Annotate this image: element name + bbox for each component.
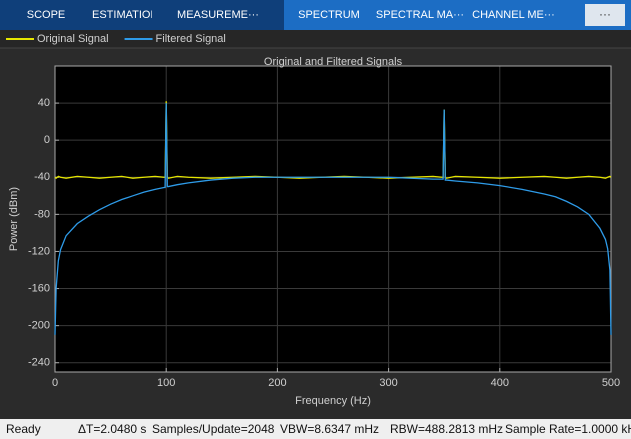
y-tick-label: -40 [34,171,50,183]
x-tick-label: 100 [157,377,175,389]
y-tick-label: -80 [34,208,50,220]
x-tick-label: 300 [379,377,397,389]
status-bar: Ready ΔT=2.0480 s Samples/Update=2048 VB… [0,419,631,439]
tab[interactable]: SPECTRAL MA··· [374,0,466,30]
y-tick-label: 0 [44,134,50,146]
tab[interactable]: MEASUREME··· [177,9,259,21]
x-tick-label: 200 [268,377,286,389]
more-button[interactable]: ··· [585,4,625,26]
chart-title: Original and Filtered Signals [264,56,403,68]
legend-bar [0,30,631,48]
plot-area [55,66,611,372]
tab[interactable]: ESTIMATION [92,9,152,21]
y-tick-label: -160 [28,282,50,294]
y-tick-label: -120 [28,245,50,257]
tab[interactable]: CHANNEL ME··· [466,0,561,30]
status-text: Samples/Update=2048 [152,422,275,436]
y-axis-label: Power (dBm) [8,187,20,251]
status-text: Ready [6,422,41,436]
y-tick-label: 40 [38,97,50,109]
series-line [54,103,612,335]
status-text: VBW=8.6347 mHz [280,422,380,436]
x-tick-label: 400 [491,377,509,389]
y-tick-label: -240 [28,357,50,369]
toolstrip: SCOPE ESTIMATION MEASUREME··· SPECTRUM S… [0,0,631,30]
y-tick-label: -200 [28,320,50,332]
tab[interactable]: SCOPE [26,9,66,21]
status-text: Sample Rate=1.0000 kH [505,422,631,436]
x-tick-label: 500 [602,377,620,389]
status-text: RBW=488.2813 mHz [390,422,504,436]
tab[interactable]: SPECTRUM [284,0,374,30]
legend-label: Filtered Signal [156,33,226,45]
legend-label: Original Signal [37,33,109,45]
x-tick-label: 0 [52,377,58,389]
x-axis-label: Frequency (Hz) [295,395,371,407]
chart: Original and Filtered Signals Frequency … [0,30,631,407]
status-text: ΔT=2.0480 s [78,422,147,436]
axes-box [54,65,612,373]
